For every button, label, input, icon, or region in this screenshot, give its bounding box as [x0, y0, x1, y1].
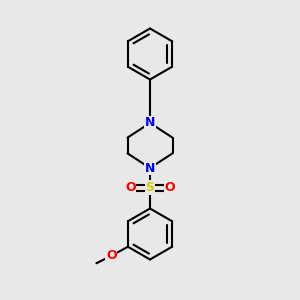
Text: O: O	[164, 181, 175, 194]
Text: S: S	[146, 181, 154, 194]
Text: N: N	[145, 161, 155, 175]
Text: N: N	[145, 116, 155, 130]
Text: O: O	[106, 249, 117, 262]
Text: O: O	[125, 181, 136, 194]
